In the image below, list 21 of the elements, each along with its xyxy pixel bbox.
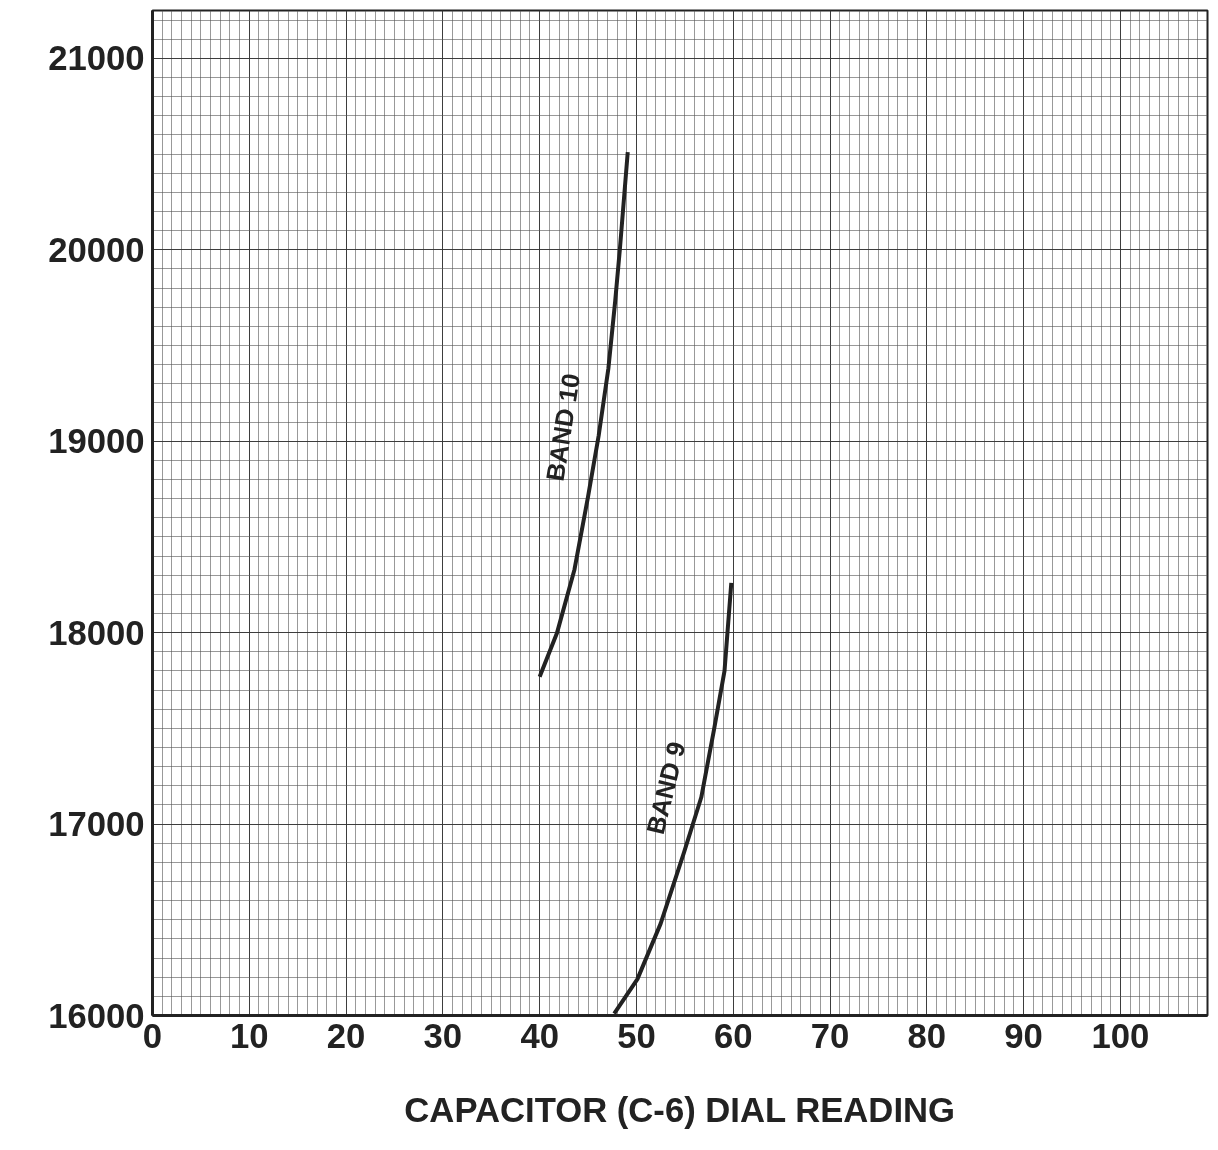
x-tick-label: 70	[810, 1016, 850, 1055]
y-tick-label: 16000	[48, 996, 145, 1035]
x-tick-label: 20	[326, 1016, 366, 1055]
y-tick-label: 18000	[48, 613, 145, 652]
y-tick-label: 17000	[48, 805, 145, 844]
y-tick-label: 21000	[48, 39, 145, 78]
x-tick-label: 100	[1091, 1016, 1150, 1055]
x-tick-label: 0	[142, 1016, 163, 1055]
text: BAND 10	[540, 371, 586, 483]
x-tick-label: 50	[617, 1016, 656, 1055]
x-tick-label: 40	[520, 1016, 559, 1055]
x-tick-label: 80	[907, 1016, 947, 1055]
x-tick-label: 10	[230, 1016, 269, 1055]
line-series	[537, 150, 630, 679]
x-axis-title: CAPACITOR (C-6) DIAL READING	[404, 1090, 956, 1129]
text: BAND 9	[640, 738, 691, 838]
y-tick-label: 19000	[48, 422, 145, 461]
x-tick-label: 60	[713, 1016, 753, 1055]
x-tick-label: 30	[423, 1016, 463, 1055]
y-tick-label: 20000	[48, 230, 145, 269]
x-tick-label: 90	[1004, 1016, 1043, 1055]
